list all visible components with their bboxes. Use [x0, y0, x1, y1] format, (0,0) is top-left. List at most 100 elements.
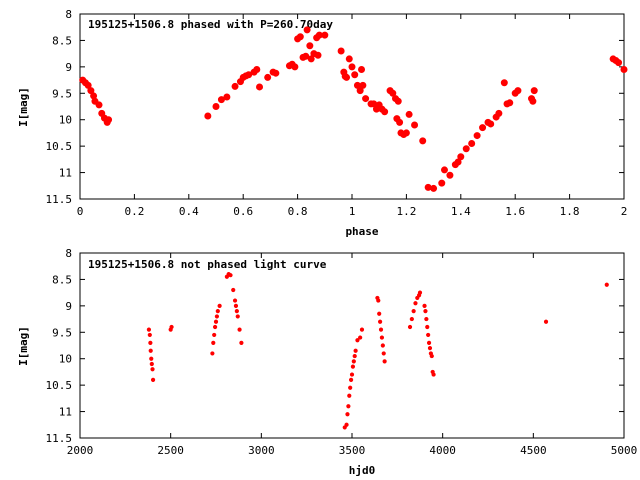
data-point: [348, 63, 356, 71]
y-tick-label: 9.5: [52, 326, 72, 339]
data-point: [307, 55, 315, 63]
data-point: [500, 79, 508, 87]
data-point: [87, 87, 95, 95]
data-point: [359, 81, 367, 89]
data-point: [431, 372, 436, 377]
y-tick-label: 10.5: [46, 379, 73, 392]
unphased-light-curve-panel: 2000 2500 3000 3500 4000 4500 5000 8 8.5 9 9.5 10 10…: [17, 247, 637, 477]
phased-light-curve-panel: 0 0.2 0.4 0.6 0.8 1 1.2 1.4 1.6 1.8 2 8 8.5 9 9.5 10 10.…: [17, 8, 628, 238]
data-point: [150, 367, 155, 372]
y-tick-label: 10.5: [46, 140, 73, 153]
data-point: [529, 97, 537, 105]
data-point: [423, 309, 428, 314]
y-tick-label: 9.5: [52, 87, 72, 100]
data-point: [231, 82, 239, 90]
data-point: [382, 359, 387, 364]
y-axis-label: I[mag]: [17, 326, 30, 366]
data-point: [149, 356, 154, 361]
data-point: [479, 124, 487, 132]
data-point: [210, 351, 215, 356]
data-point: [409, 316, 414, 322]
data-point: [353, 348, 358, 353]
data-point: [430, 184, 438, 192]
y-tick-label: 8.5: [52, 273, 72, 286]
data-point: [506, 99, 514, 107]
data-point: [212, 103, 220, 110]
data-point: [239, 340, 244, 345]
x-tick-label: 0.4: [179, 205, 199, 218]
y-tick-label: 8: [65, 8, 72, 21]
plot-frame: [79, 252, 625, 439]
x-tick-label: 2500: [157, 444, 184, 457]
data-point: [223, 93, 231, 101]
x-tick-label: 2000: [67, 444, 94, 457]
data-point: [389, 89, 397, 97]
data-point: [381, 351, 386, 356]
data-point: [256, 83, 264, 91]
x-tick-label: 5000: [611, 444, 638, 457]
x-tick-label: 1.2: [396, 205, 416, 218]
data-point: [620, 66, 628, 73]
data-point: [348, 385, 353, 390]
x-axis-label: phase: [345, 225, 378, 238]
data-point: [381, 108, 389, 116]
data-point: [454, 158, 462, 166]
x-tick-label: 4000: [429, 444, 456, 457]
data-point: [84, 81, 92, 89]
data-point: [233, 303, 239, 308]
data-point: [95, 101, 103, 109]
data-point: [422, 303, 427, 308]
data-point: [359, 327, 365, 332]
data-point: [231, 287, 236, 293]
data-point: [296, 33, 304, 41]
data-point: [351, 71, 359, 79]
data-point: [264, 73, 272, 81]
x-axis-label: hjd0: [349, 464, 376, 477]
data-point: [214, 314, 220, 319]
x-tick-label: 1.6: [505, 205, 525, 218]
data-point: [213, 319, 219, 324]
data-point: [302, 52, 310, 60]
data-point: [337, 47, 345, 55]
data-point: [604, 282, 609, 287]
data-point: [150, 377, 156, 382]
y-tick-label: 9: [65, 300, 72, 313]
data-point: [211, 340, 216, 345]
data-point: [362, 95, 370, 103]
y-tick-label: 10: [59, 353, 72, 366]
data-point: [149, 361, 154, 367]
data-point: [348, 377, 354, 382]
data-point: [440, 166, 448, 174]
y-tick-label: 11: [59, 167, 72, 180]
data-point: [457, 153, 465, 161]
data-point: [446, 171, 454, 179]
data-point: [419, 137, 427, 145]
data-point: [234, 309, 239, 314]
data-point: [378, 319, 383, 324]
data-point: [349, 372, 355, 377]
data-point: [462, 145, 470, 153]
x-tick-label: 1.4: [451, 205, 471, 218]
data-point: [396, 118, 404, 126]
data-point: [351, 359, 356, 364]
data-point: [487, 120, 495, 128]
data-point: [350, 364, 356, 369]
data-point: [303, 26, 311, 34]
data-point: [417, 290, 423, 295]
data-point: [146, 327, 152, 332]
data-point: [426, 332, 431, 338]
data-point: [427, 346, 433, 351]
data-point: [228, 273, 233, 278]
data-point: [148, 340, 153, 345]
data-point: [245, 71, 253, 79]
data-point: [253, 66, 261, 73]
data-point: [473, 132, 481, 140]
data-point: [272, 69, 280, 77]
data-point: [217, 96, 225, 104]
data-point: [495, 109, 503, 117]
y-tick-label: 11: [59, 406, 72, 419]
data-point: [212, 324, 218, 330]
data-point: [394, 97, 402, 105]
x-tick-label: 2: [621, 205, 628, 218]
